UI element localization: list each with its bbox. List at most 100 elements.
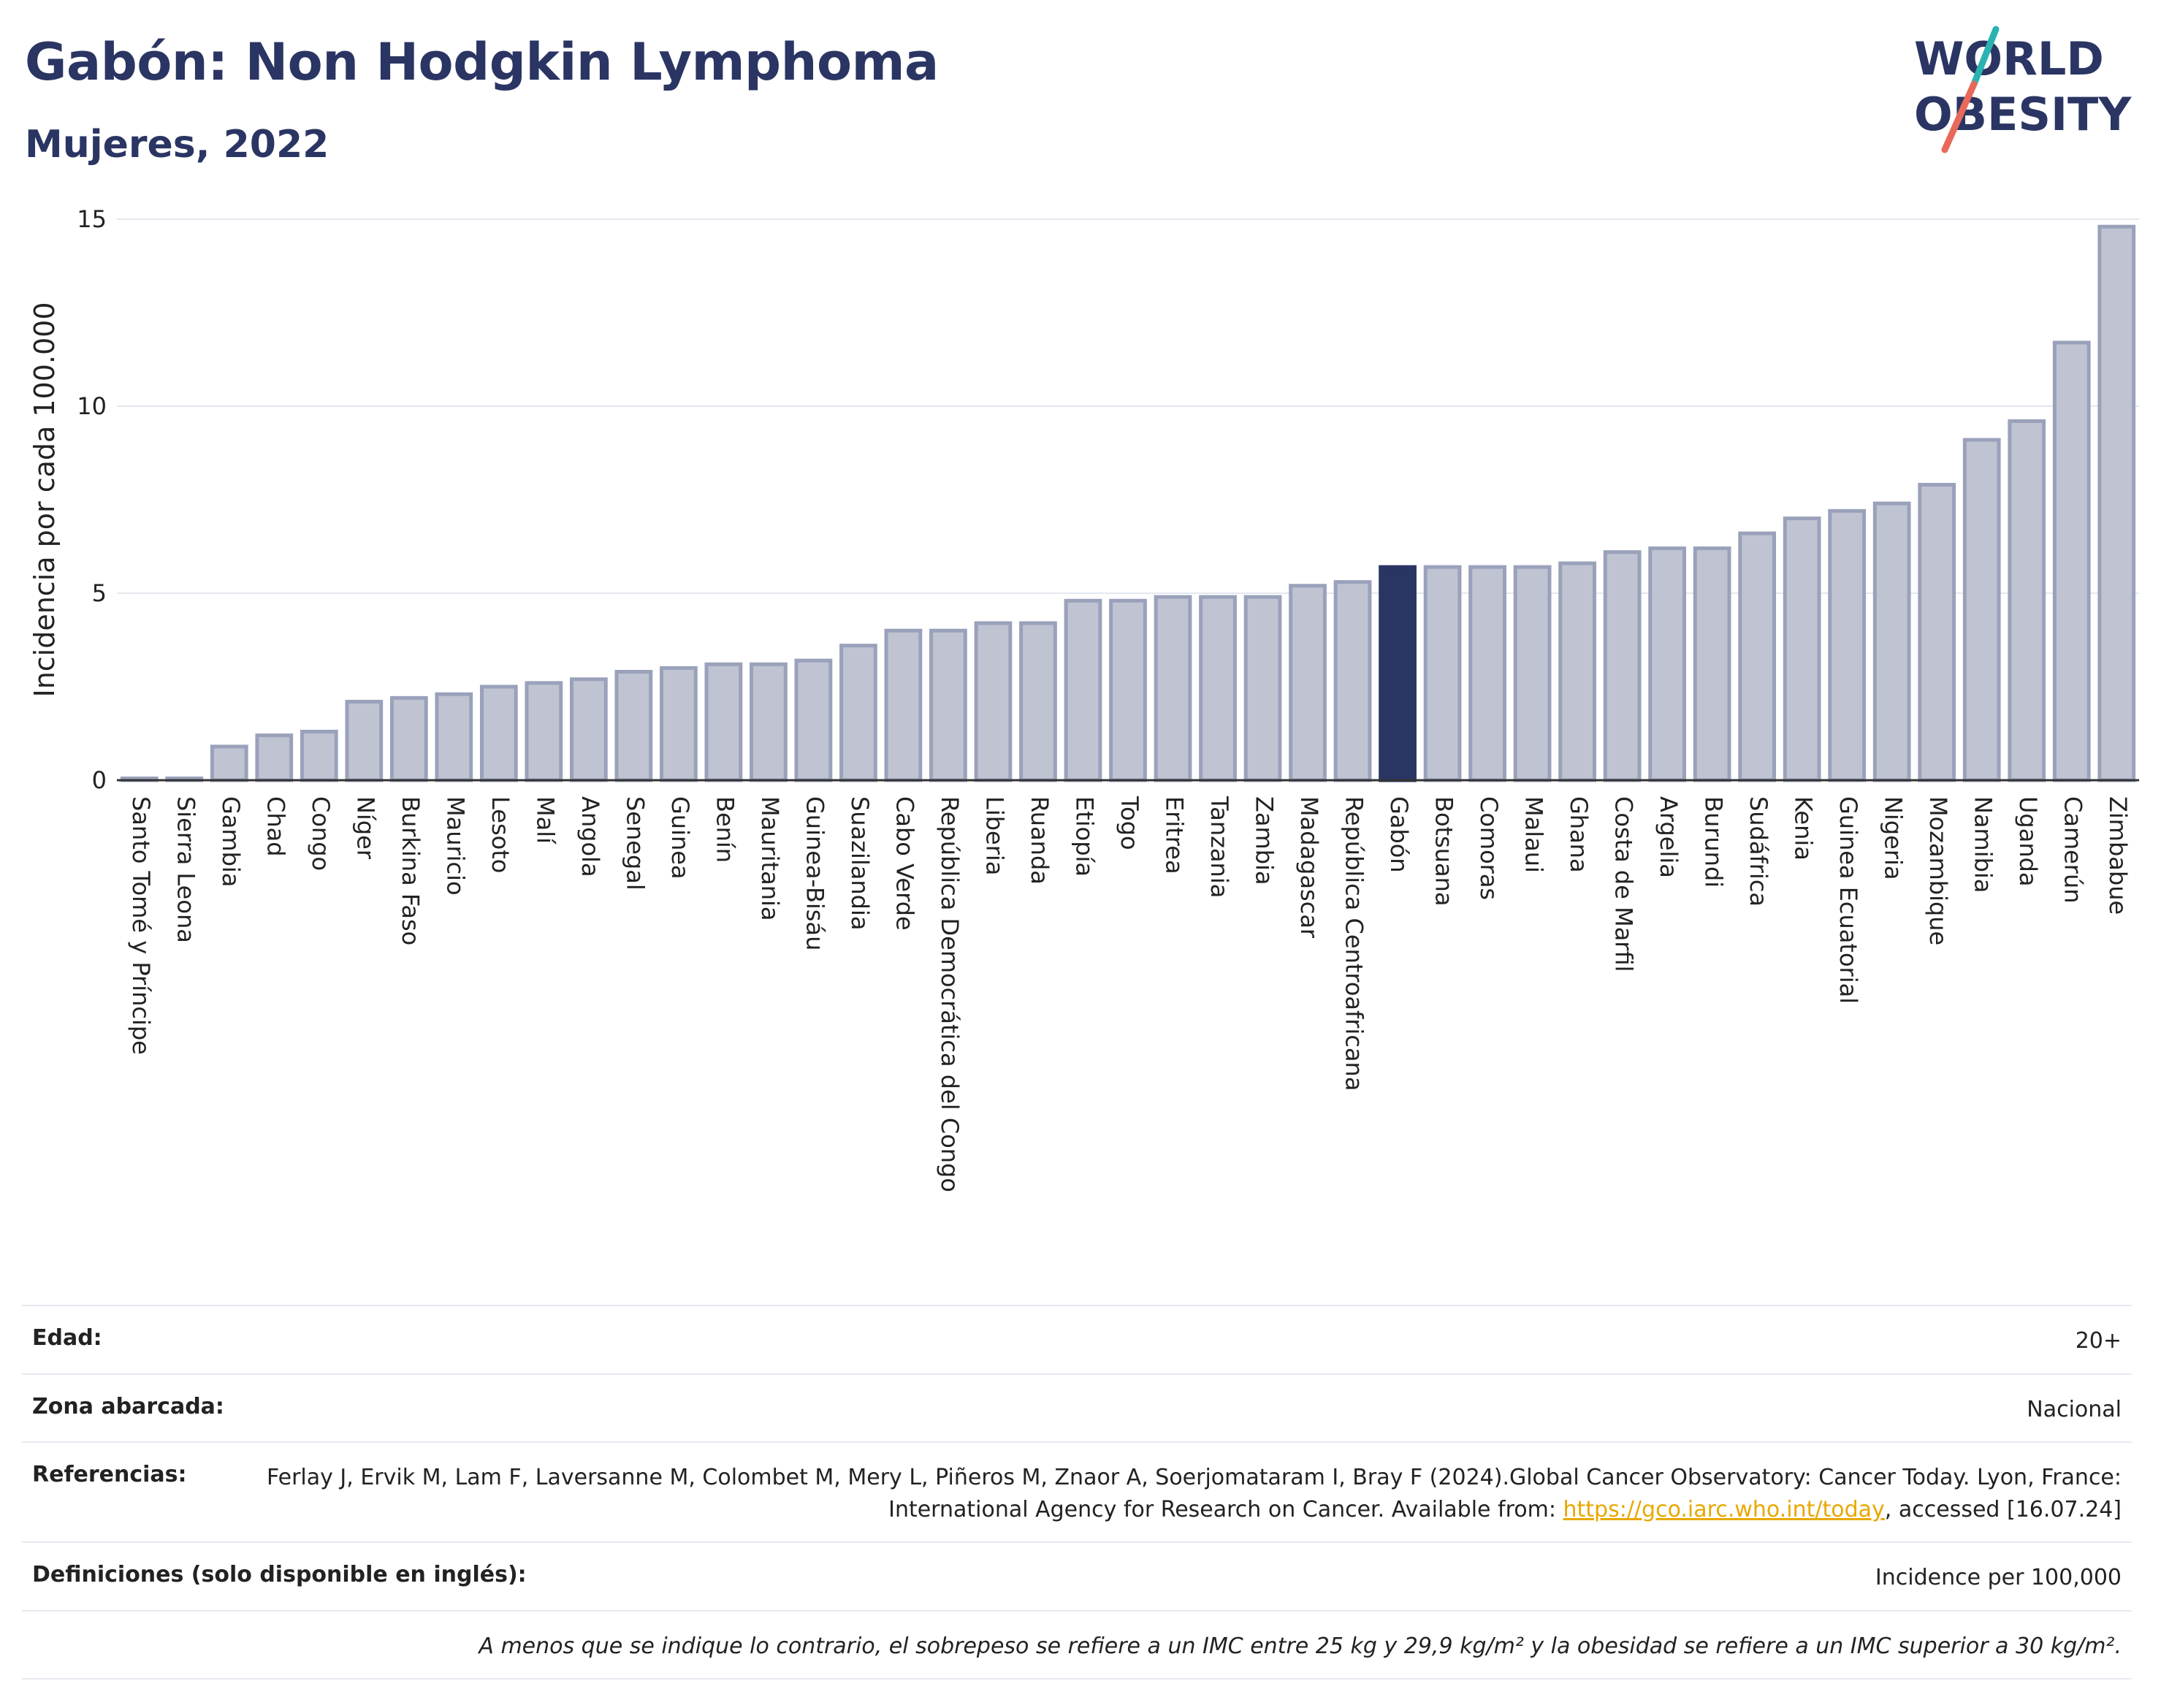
bar-36 — [1738, 531, 1777, 782]
age-label: Edad: — [32, 1325, 102, 1351]
bar-34 — [1648, 546, 1687, 782]
logo-slash-top — [1970, 26, 2000, 88]
bar-2 — [210, 744, 248, 782]
x-tick-label: Níger — [351, 796, 379, 860]
x-tick-label: Guinea — [666, 796, 694, 880]
x-tick-label: Ruanda — [1026, 796, 1053, 885]
bar-41 — [1962, 438, 2001, 782]
x-tick-label: Eritrea — [1161, 796, 1189, 874]
x-tick-label: República Centroafricana — [1341, 796, 1368, 1091]
logo-slash-bottom — [1941, 80, 1978, 153]
x-tick-label: Malí — [531, 796, 559, 845]
bar-16 — [839, 644, 877, 782]
x-tick-label: Liberia — [980, 796, 1008, 875]
x-tick-label: Senegal — [621, 796, 649, 891]
bar-38 — [1828, 508, 1867, 782]
x-tick-label: Zimbabue — [2104, 796, 2132, 915]
references-text-2: , accessed [16.07.24] — [1884, 1496, 2122, 1522]
x-tick-label: Gambia — [217, 796, 245, 887]
bar-43 — [2052, 340, 2091, 782]
x-tick-label: Uganda — [2014, 796, 2042, 887]
info-row-note: A menos que se indique lo contrario, el … — [22, 1609, 2132, 1680]
x-tick-label: Argelia — [1655, 796, 1682, 878]
bar-chart: 0 5 10 15 Santo Tomé y Príncipe Sierra Leona… — [28, 205, 2139, 1192]
x-tick-label: República Democrática del Congo — [936, 796, 964, 1192]
x-tick-label: Angola — [576, 796, 604, 877]
bar-8 — [479, 685, 518, 782]
bar-24 — [1199, 595, 1237, 782]
x-tick-label: Santo Tomé y Príncipe — [127, 796, 155, 1055]
x-tick-label: Sudáfrica — [1745, 796, 1772, 907]
x-tick-label: Camerún — [2059, 796, 2087, 904]
bars — [120, 224, 2136, 782]
axes: 0 5 10 15 — [77, 205, 2139, 794]
bar-13 — [704, 662, 743, 782]
bar-31 — [1513, 565, 1552, 782]
x-tick-label: Mauritania — [756, 796, 784, 920]
area-value: Nacional — [2027, 1396, 2122, 1422]
x-tick-label: Benín — [711, 796, 739, 863]
references-value: Ferlay J, Ervik M, Lam F, Laversanne M, … — [231, 1462, 2122, 1525]
bar-7 — [435, 692, 473, 782]
bar-37 — [1783, 516, 1821, 782]
x-tick-label: Mauricio — [441, 796, 469, 896]
x-tick-label: Togo — [1116, 796, 1143, 850]
world-obesity-logo: WORLD OBESITY — [1914, 26, 2132, 153]
x-tick-label: Malaui — [1520, 796, 1548, 873]
bar-26 — [1289, 584, 1327, 782]
info-row-area: Zona abarcada: Nacional — [22, 1373, 2132, 1442]
bar-25 — [1243, 595, 1282, 782]
x-tick-label: Tanzania — [1205, 796, 1233, 898]
info-row-references: Referencias: Ferlay J, Ervik M, Lam F, L… — [22, 1441, 2132, 1541]
bar-18 — [929, 628, 967, 782]
bar-4 — [300, 729, 338, 782]
x-tick-label: Madagascar — [1295, 796, 1323, 939]
references-text-1: Ferlay J, Ervik M, Lam F, Laversanne M, … — [267, 1465, 2122, 1522]
y-tick-label: 0 — [92, 766, 107, 794]
bar-15 — [794, 658, 833, 782]
bar-32 — [1558, 561, 1596, 782]
logo-text-line1: WORLD — [1914, 32, 2104, 85]
info-table: Edad: 20+ Zona abarcada: Nacional Refere… — [22, 1305, 2132, 1680]
bar-14 — [750, 662, 788, 782]
x-tick-label: Gabón — [1385, 796, 1413, 873]
x-tick-label: Comoras — [1475, 796, 1503, 900]
x-tick-label: Guinea Ecuatorial — [1834, 796, 1862, 1004]
bar-44 — [2097, 224, 2136, 782]
definitions-value: Incidence per 100,000 — [1875, 1565, 2122, 1590]
info-row-age: Edad: 20+ — [22, 1305, 2132, 1373]
x-tick-label: Chad — [262, 796, 289, 857]
bar-19 — [974, 621, 1013, 782]
y-tick-label: 5 — [92, 579, 107, 607]
page-subtitle: Mujeres, 2022 — [25, 123, 329, 167]
references-link[interactable]: https://gco.iarc.who.int/today — [1563, 1496, 1885, 1522]
x-tick-label: Suazilandia — [846, 796, 874, 930]
bar-5 — [345, 699, 384, 782]
x-tick-label: Congo — [307, 796, 335, 871]
age-value: 20+ — [2075, 1328, 2122, 1354]
x-tick-label: Mozambique — [1924, 796, 1952, 945]
bar-6 — [389, 695, 428, 782]
bar-11 — [614, 670, 653, 782]
references-label: Referencias: — [32, 1462, 187, 1487]
bar-29 — [1423, 565, 1462, 782]
y-tick-label: 15 — [77, 205, 107, 233]
bar-17 — [884, 628, 923, 782]
bar-40 — [1918, 483, 1956, 782]
area-label: Zona abarcada: — [32, 1393, 224, 1419]
x-tick-label: Lesoto — [487, 796, 514, 873]
x-tick-label: Etiopía — [1070, 796, 1098, 877]
x-tick-label: Botsuana — [1430, 796, 1458, 907]
category-labels: Santo Tomé y Príncipe Sierra Leona Gambia C… — [127, 796, 2132, 1192]
bar-10 — [569, 677, 608, 782]
x-tick-label: Sierra Leona — [172, 796, 199, 943]
x-tick-label: Burkina Faso — [397, 796, 424, 945]
note-text: A menos que se indique lo contrario, el … — [479, 1633, 2122, 1659]
bar-21 — [1064, 598, 1102, 782]
bar-22 — [1109, 598, 1147, 782]
bar-9 — [525, 681, 563, 782]
x-tick-label: Kenia — [1790, 796, 1818, 861]
y-axis-title: Incidencia por cada 100.000 — [28, 302, 61, 697]
bar-35 — [1693, 546, 1731, 782]
definitions-label: Definiciones (solo disponible en inglés)… — [32, 1562, 527, 1587]
